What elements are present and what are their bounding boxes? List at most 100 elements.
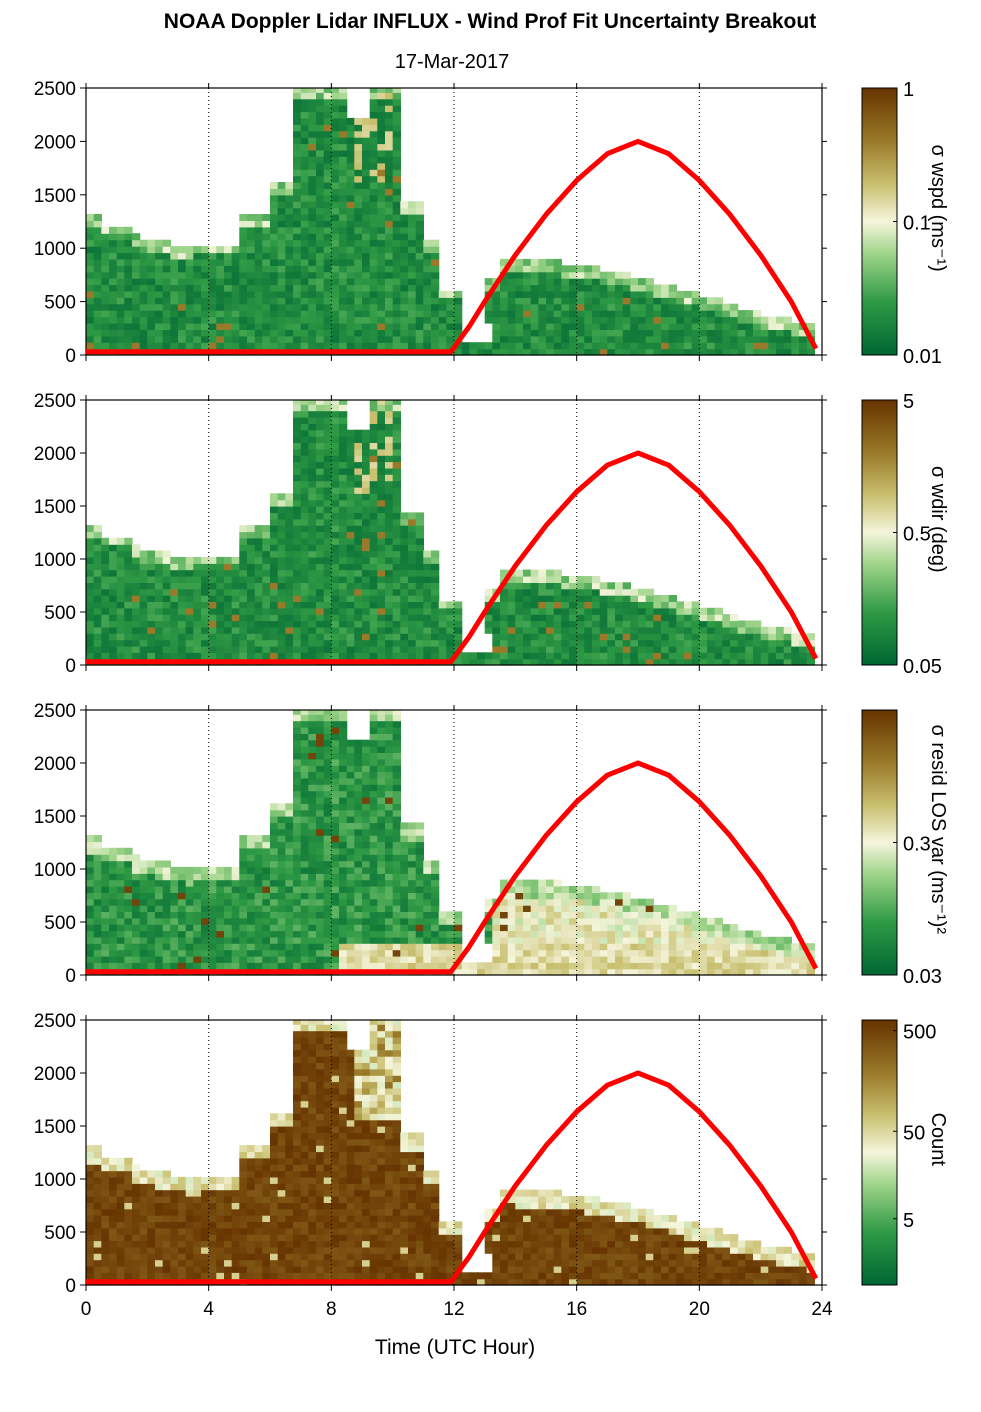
heatmap-cell: [484, 924, 493, 932]
heatmap-cell: [277, 226, 286, 234]
heatmap-cell: [661, 633, 670, 641]
heatmap-cell: [93, 531, 102, 539]
heatmap-cell: [93, 860, 102, 868]
heatmap-cell: [93, 588, 102, 596]
heatmap-cell: [216, 310, 225, 318]
heatmap-cell: [630, 323, 639, 330]
heatmap-cell: [584, 271, 593, 279]
heatmap-cell: [277, 936, 286, 944]
heatmap-cell: [170, 582, 179, 590]
heatmap-cell: [316, 866, 325, 874]
heatmap-cell: [408, 246, 417, 254]
heatmap-cell: [308, 727, 317, 734]
heatmap-cell: [155, 588, 164, 596]
heatmap-cell: [377, 746, 386, 753]
heatmap-cell: [339, 233, 348, 241]
heatmap-cell: [178, 607, 187, 615]
heatmap-cell: [408, 214, 417, 221]
heatmap-cell: [569, 905, 578, 912]
heatmap-cell: [408, 576, 417, 583]
heatmap-cell: [523, 316, 532, 324]
heatmap-cell: [561, 892, 570, 900]
heatmap-cell: [507, 265, 516, 273]
heatmap-cell: [607, 645, 616, 653]
heatmap-cell: [162, 297, 171, 305]
heatmap-cell: [277, 911, 286, 919]
heatmap-cell: [362, 905, 371, 912]
heatmap-cell: [369, 746, 378, 753]
heatmap-cell: [392, 303, 401, 311]
heatmap-cell: [331, 169, 340, 177]
heatmap-cell: [285, 652, 294, 660]
heatmap-cell: [308, 739, 317, 747]
heatmap-cell: [362, 512, 371, 520]
heatmap-cell: [216, 601, 225, 609]
heatmap-cell: [668, 290, 677, 298]
heatmap-cell: [124, 246, 133, 254]
heatmap-cell: [346, 652, 355, 660]
heatmap-cell: [423, 556, 432, 564]
heatmap-cell: [346, 252, 355, 260]
heatmap-cell: [415, 911, 424, 919]
heatmap-cell: [377, 607, 386, 615]
heatmap-cell: [270, 258, 279, 266]
heatmap-cell: [101, 911, 110, 919]
heatmap-cell: [392, 758, 401, 766]
heatmap-cell: [147, 652, 156, 660]
heatmap-cell: [339, 474, 348, 482]
heatmap-cell: [354, 467, 363, 475]
heatmap-cell: [676, 290, 685, 298]
heatmap-cell: [768, 633, 777, 641]
heatmap-cell: [707, 348, 716, 356]
heatmap-cell: [346, 531, 355, 539]
heatmap-cell: [661, 614, 670, 622]
heatmap-cell: [331, 400, 340, 405]
heatmap-cell: [308, 518, 317, 526]
heatmap-cell: [300, 169, 309, 177]
heatmap-cell: [254, 271, 263, 279]
heatmap-cell: [369, 201, 378, 209]
heatmap-cell: [392, 588, 401, 596]
heatmap-cell: [507, 271, 516, 279]
heatmap-cell: [101, 258, 110, 266]
heatmap-cell: [277, 182, 286, 189]
heatmap-cell: [331, 239, 340, 247]
heatmap-cell: [300, 493, 309, 501]
heatmap-cell: [262, 879, 271, 887]
heatmap-cell: [109, 886, 118, 893]
heatmap-cell: [369, 924, 378, 932]
heatmap-cell: [515, 633, 524, 641]
heatmap-cell: [377, 175, 386, 183]
heatmap-cell: [346, 796, 355, 804]
heatmap-cell: [86, 588, 95, 596]
heatmap-cell: [300, 92, 309, 100]
heatmap-cell: [247, 860, 256, 868]
heatmap-cell: [346, 607, 355, 615]
chart-subtitle: 17-Mar-2017: [395, 51, 510, 73]
heatmap-cell: [293, 297, 302, 305]
heatmap-cell: [362, 188, 371, 196]
heatmap-cell: [377, 835, 386, 843]
heatmap-cell: [308, 633, 317, 641]
heatmap-cell: [185, 342, 194, 350]
heatmap-cell: [308, 400, 317, 405]
heatmap-cell: [707, 607, 716, 615]
heatmap-cell: [270, 303, 279, 311]
heatmap-cell: [254, 943, 263, 951]
heatmap-cell: [684, 329, 693, 337]
heatmap-cell: [224, 866, 233, 874]
heatmap-cell: [293, 290, 302, 298]
heatmap-cell: [147, 607, 156, 615]
heatmap-cell: [661, 626, 670, 634]
heatmap-cell: [339, 727, 348, 734]
heatmap-cell: [584, 620, 593, 628]
heatmap-cell: [162, 258, 171, 266]
heatmap-cell: [369, 835, 378, 843]
heatmap-cell: [806, 348, 815, 356]
heatmap-cell: [147, 284, 156, 292]
heatmap-cell: [415, 905, 424, 912]
heatmap-cell: [132, 936, 141, 944]
heatmap-cell: [622, 323, 631, 330]
heatmap-cell: [392, 442, 401, 450]
heatmap-cell: [116, 576, 125, 583]
